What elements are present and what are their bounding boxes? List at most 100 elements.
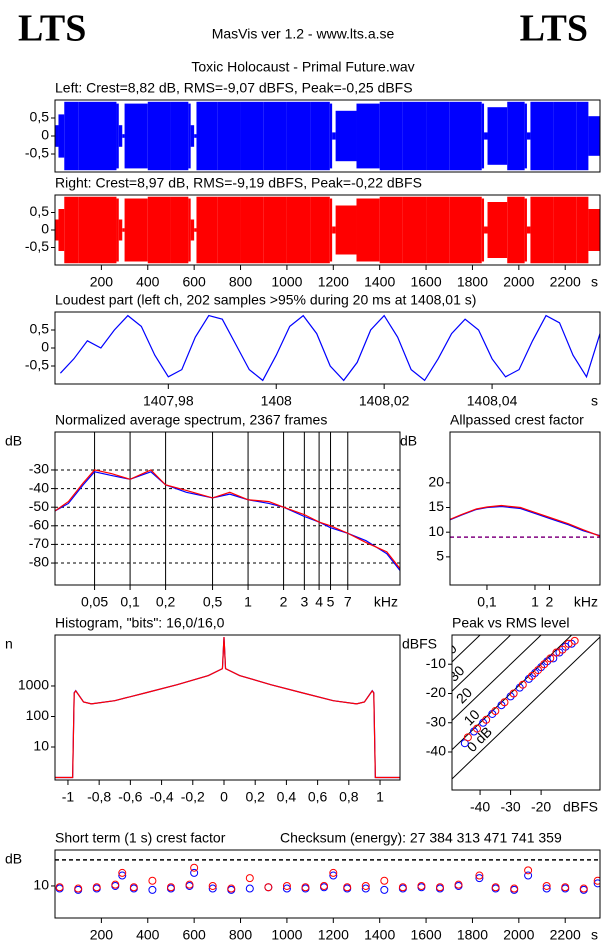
waveform-segment: [426, 101, 450, 171]
x-tick-label: 1407,98: [143, 393, 194, 409]
y-tick-label: 10: [428, 523, 444, 539]
annotation: Checksum (energy): 27 384 313 471 741 35…: [280, 830, 562, 846]
waveform-segment: [55, 125, 59, 147]
waveform-segment: [170, 101, 189, 171]
scatter-point: [282, 881, 291, 890]
y-tick-label: -0,5: [25, 357, 49, 373]
plot-area: [55, 859, 600, 894]
waveform-segment: [118, 219, 123, 241]
scatter-point: [524, 871, 533, 880]
chart-title: Normalized average spectrum, 2367 frames: [55, 412, 327, 428]
x-tick-label: -0,6: [118, 789, 142, 805]
logo-right: LTS: [520, 8, 588, 50]
x-tick-label: 0,1: [477, 594, 497, 610]
y-tick-label: 5: [436, 548, 444, 564]
waveform-segment: [190, 125, 195, 147]
waveform-segment: [507, 101, 525, 171]
x-tick-label: 2200: [550, 927, 581, 943]
y-tick-label: 0,5: [30, 321, 50, 337]
scatter-point: [558, 645, 567, 654]
waveform-segment: [332, 226, 336, 234]
waveform-segment: [196, 196, 218, 264]
waveform-segment: [58, 114, 65, 158]
x-tick-label: 1400: [364, 927, 395, 943]
crest-line-label: 30: [445, 662, 467, 684]
scatter-point: [542, 884, 551, 893]
waveform-segment: [124, 198, 148, 262]
waveform-segment: [526, 132, 531, 140]
waveform-segment: [217, 196, 241, 264]
scatter-point: [482, 715, 491, 724]
y-tick-label: 1000: [18, 677, 49, 693]
x-tick-label: -0,2: [181, 789, 205, 805]
plot-area: [55, 101, 600, 171]
scatter-point: [301, 883, 310, 892]
scatter-point: [435, 883, 444, 892]
series-line: [55, 637, 400, 779]
scatter-point: [55, 883, 64, 892]
x-tick-label: 0,6: [308, 789, 328, 805]
plot-frame: [54, 849, 601, 919]
x-tick-label: 0: [220, 789, 228, 805]
waveform-segment: [286, 101, 311, 171]
x-tick-label: -0,4: [150, 789, 174, 805]
waveform-segment: [310, 101, 330, 171]
waveform-segment: [553, 101, 577, 171]
scatter-point: [208, 884, 217, 893]
plot-area: [55, 637, 400, 779]
waveform-segment: [194, 228, 197, 232]
waveform-segment: [240, 101, 264, 171]
chart-title: Peak vs RMS level: [452, 615, 569, 631]
x-tick-label: 1408: [261, 393, 292, 409]
y-tick-label: -0,5: [25, 238, 49, 254]
x-tick-label: 7: [344, 594, 352, 610]
x-tick-label: 0,4: [277, 789, 297, 805]
scatter-point: [593, 879, 600, 888]
y-tick-label: -50: [29, 498, 49, 514]
x-tick-label: 4: [315, 594, 323, 610]
waveform-segment: [122, 134, 125, 138]
waveform-segment: [379, 101, 403, 171]
waveform-segment: [332, 132, 336, 140]
scatter-point: [208, 881, 217, 890]
y-tick-label: 0: [41, 127, 49, 143]
x-tick-label: 0,1: [120, 594, 140, 610]
x-tick-label: 2000: [503, 274, 534, 290]
y-axis-label: dBFS: [402, 636, 437, 652]
x-axis-label: s: [591, 393, 598, 409]
scatter-point: [380, 876, 389, 885]
y-tick-label: -30: [29, 461, 49, 477]
scatter-point: [561, 883, 570, 892]
waveform-segment: [118, 125, 123, 147]
scatter-point: [245, 874, 254, 883]
y-axis-label: n: [5, 636, 13, 652]
x-tick-label: 2200: [550, 274, 581, 290]
waveform-segment: [524, 198, 527, 262]
plot-frame: [449, 431, 601, 586]
scatter-point: [166, 883, 175, 892]
x-tick-label: 1400: [364, 274, 395, 290]
waveform-segment: [449, 101, 482, 171]
scatter-point: [148, 885, 157, 894]
scatter-point: [534, 666, 543, 675]
x-tick-label: 1200: [318, 927, 349, 943]
waveform-segment: [116, 103, 119, 169]
scatter-point: [111, 880, 120, 889]
scatter-point: [398, 883, 407, 892]
crest-line: [452, 635, 542, 722]
scatter-point: [463, 733, 472, 742]
scatter-point: [475, 871, 484, 880]
scatter-point: [190, 868, 199, 877]
scatter-point: [527, 671, 536, 680]
waveform-segment: [335, 110, 357, 162]
x-tick-label: 200: [90, 927, 114, 943]
x-tick-label: -1: [62, 789, 75, 805]
scatter-point: [518, 680, 527, 689]
waveform-segment: [553, 196, 577, 264]
x-tick-label: -20: [531, 799, 551, 815]
waveform-segment: [530, 196, 554, 264]
waveform-segment: [55, 219, 59, 241]
series-line: [450, 504, 600, 537]
series-line: [55, 637, 400, 779]
